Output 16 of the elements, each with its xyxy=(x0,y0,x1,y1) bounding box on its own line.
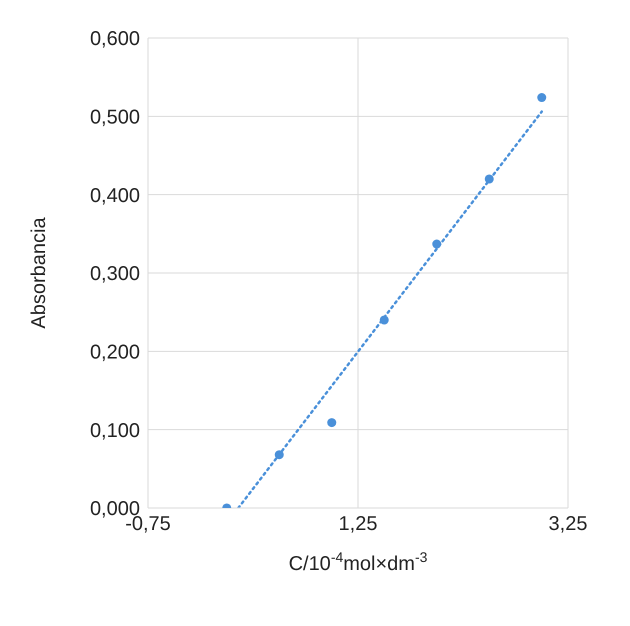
point xyxy=(537,93,546,102)
y-tick-label: 0,500 xyxy=(90,106,140,128)
y-axis-title: Absorbancia xyxy=(28,216,50,329)
x-tick-label: 3,25 xyxy=(548,513,588,536)
y-tick-label: 0,100 xyxy=(90,420,140,442)
x-axis-title: C/10$^{-4}$mol×dm$^{-3}$ xyxy=(288,549,428,575)
y-tick-label: 0,400 xyxy=(90,184,140,207)
point xyxy=(274,450,284,460)
point xyxy=(432,240,442,249)
point xyxy=(380,315,389,325)
point xyxy=(484,174,494,184)
y-tick-label: 0,600 xyxy=(90,28,140,50)
x-tick-label: 1,25 xyxy=(338,513,378,536)
y-tick-label: 0,200 xyxy=(90,341,140,364)
y-tick-label: 0,300 xyxy=(90,263,140,286)
point xyxy=(327,418,336,428)
